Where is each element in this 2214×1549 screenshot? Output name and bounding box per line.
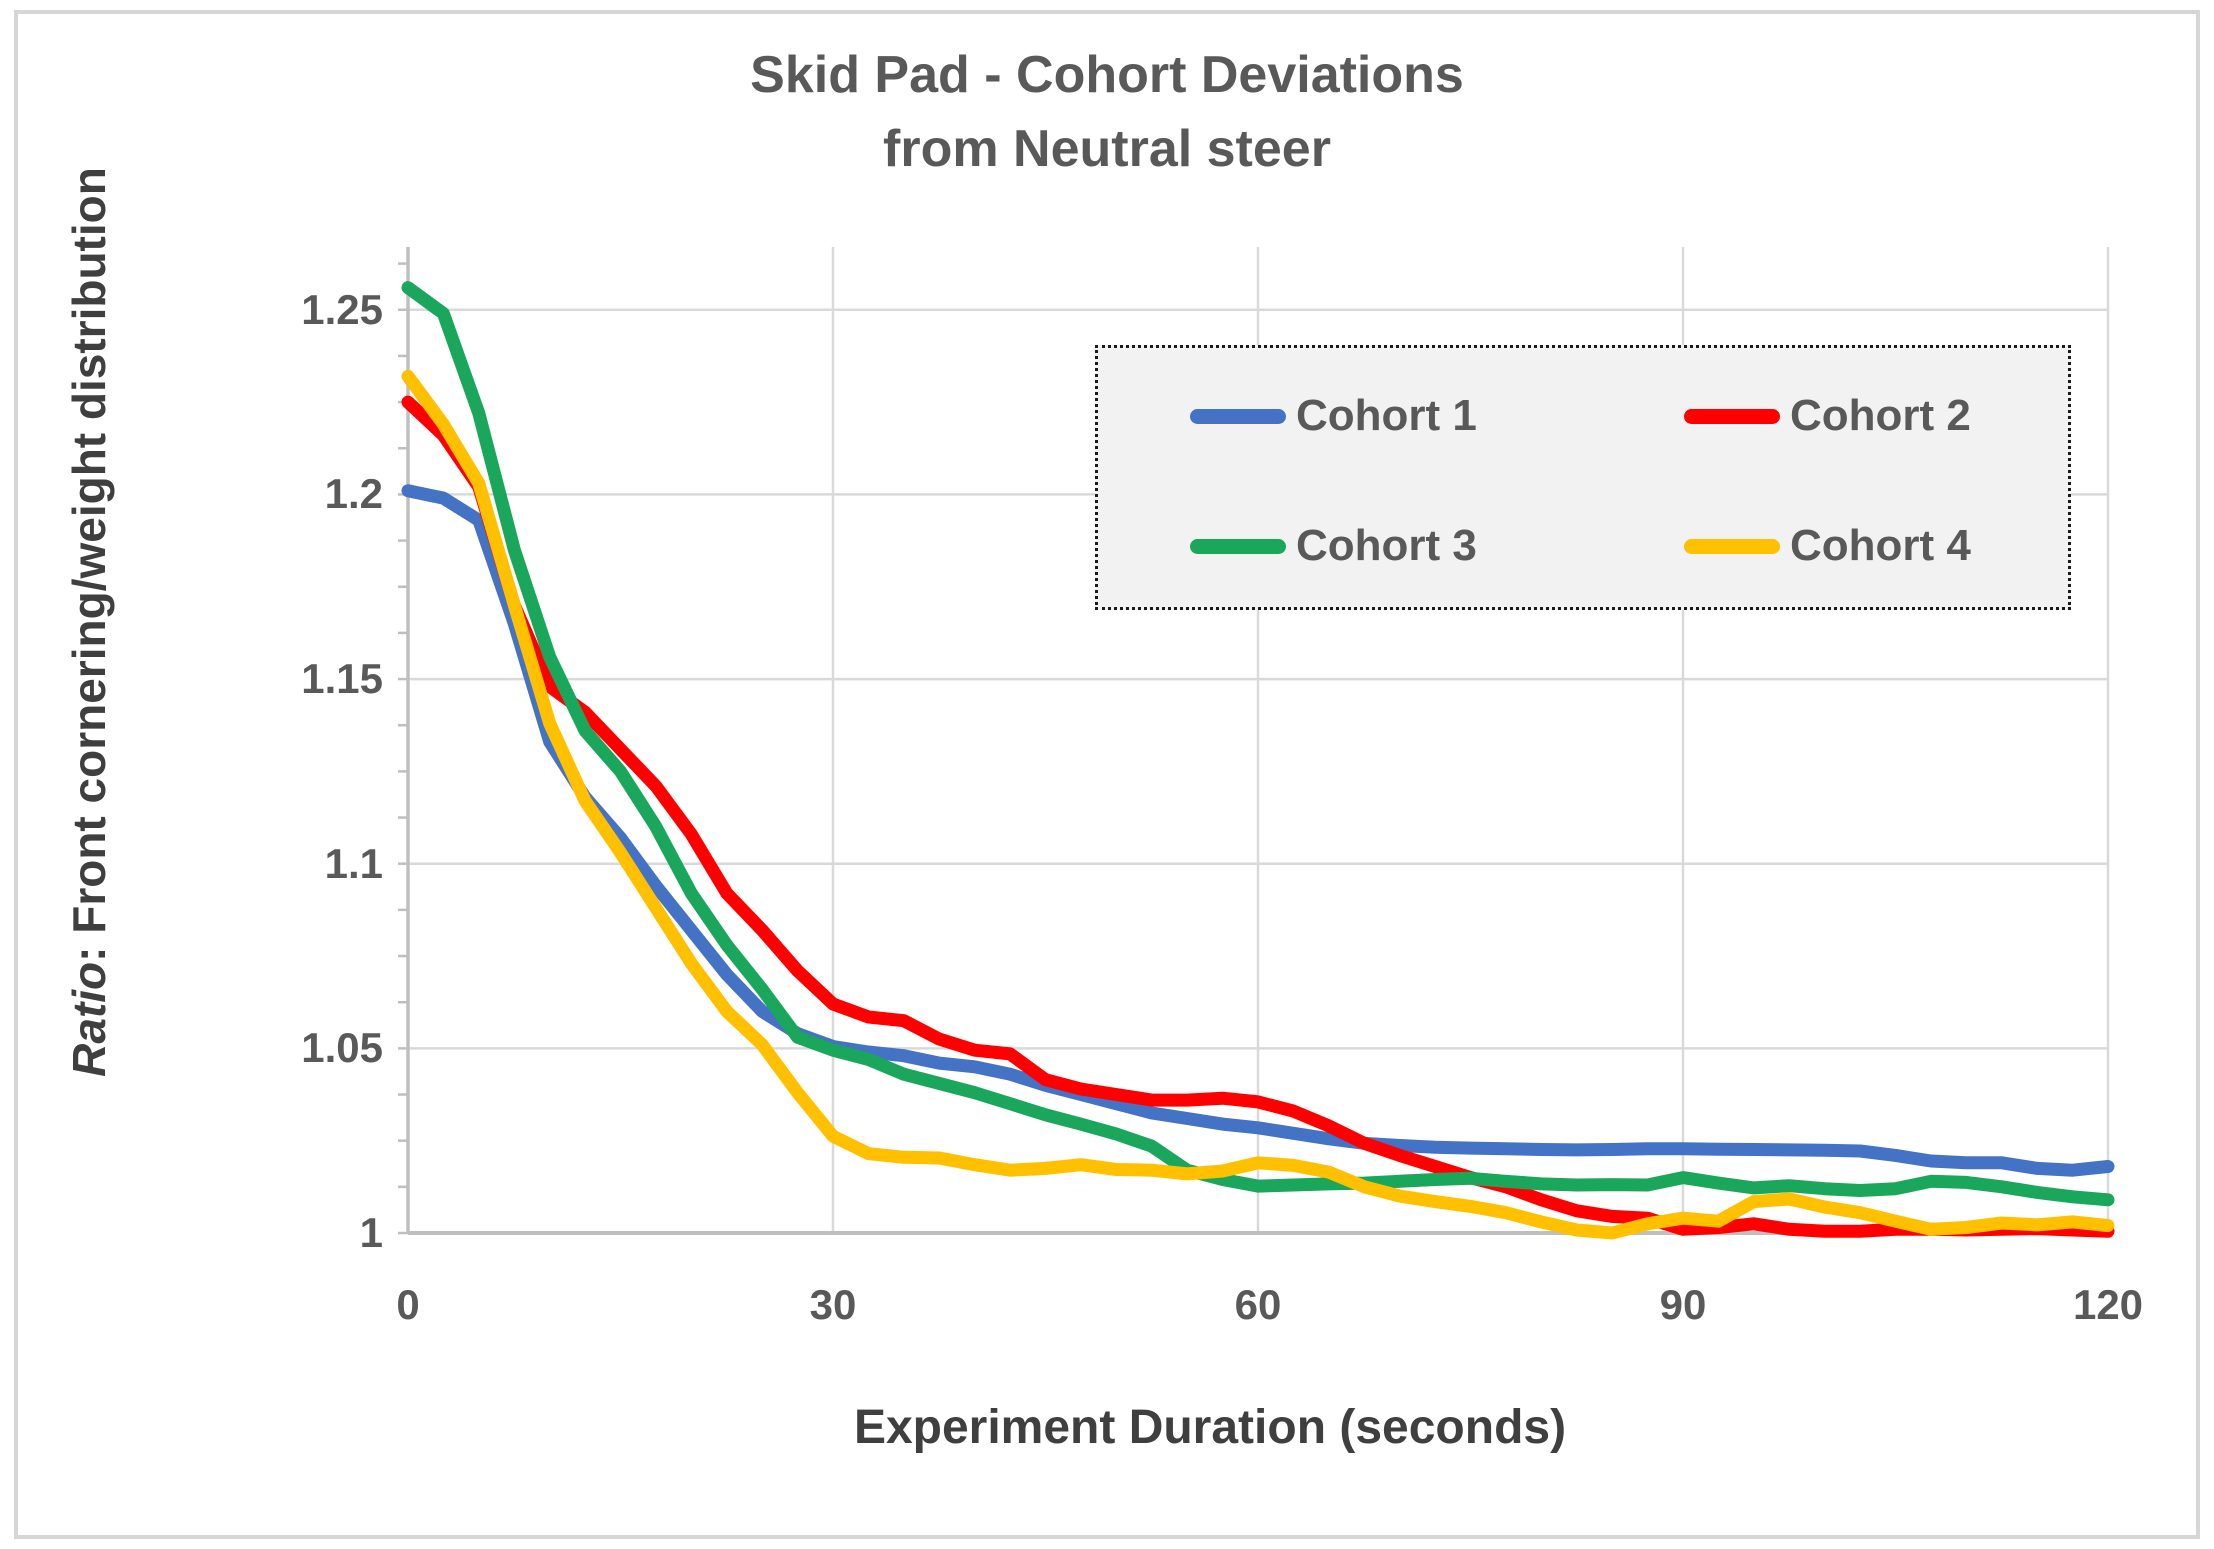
legend-item-cohort-4[interactable]: Cohort 4 [1684, 516, 1971, 576]
x-tick-label-0: 0 [396, 1281, 420, 1328]
x-axis-title: Experiment Duration (seconds) [853, 1401, 1567, 1454]
y-tick-label-1.25: 1.25 [301, 285, 383, 333]
chart-title-line2: from Neutral steer [883, 120, 1331, 178]
cohort-1-line[interactable] [401, 484, 2115, 1177]
cohort-4-line[interactable] [401, 369, 2115, 1240]
chart-outer-border [14, 10, 2200, 1539]
cohort-4-label: Cohort 4 [1790, 521, 1971, 570]
x-tick-label-90: 90 [1659, 1281, 1707, 1328]
legend-item-cohort-3[interactable]: Cohort 3 [1190, 516, 1477, 576]
cohort-3-swatch [1190, 538, 1286, 554]
legend-row-2: Cohort 3 Cohort 4 [1098, 516, 2068, 576]
x-tick-label-60: 60 [1234, 1281, 1282, 1328]
y-tick-label-1.15: 1.15 [301, 655, 383, 703]
y-axis-title-rest: : Front cornering/weight distribution [63, 167, 115, 962]
cohort-2-swatch [1684, 408, 1780, 424]
y-tick-label-1.2: 1.2 [324, 470, 383, 518]
cohort-1-swatch [1190, 408, 1286, 424]
legend-row-1: Cohort 1 Cohort 2 [1098, 386, 2068, 446]
legend-item-cohort-1[interactable]: Cohort 1 [1190, 386, 1477, 446]
legend[interactable]: Cohort 1 Cohort 2 Cohort 3 Cohort 4 [1095, 345, 2071, 610]
y-tick-label-1.05: 1.05 [301, 1024, 383, 1072]
y-axis-title: Ratio: Front cornering/weight distributi… [62, 142, 122, 1102]
cohort-4-swatch [1684, 538, 1780, 554]
cohort-3-label: Cohort 3 [1296, 521, 1477, 570]
cohort-2-line[interactable] [401, 395, 2115, 1238]
chart-title: Skid Pad - Cohort Deviations from Neutra… [0, 38, 2214, 186]
cohort-1-label: Cohort 1 [1296, 391, 1477, 440]
y-tick-label-1.1: 1.1 [324, 839, 383, 887]
cohort-3-line[interactable] [401, 281, 2115, 1207]
y-tick-label-1: 1 [359, 1209, 383, 1256]
x-tick-label-120: 120 [2072, 1281, 2144, 1328]
legend-item-cohort-2[interactable]: Cohort 2 [1684, 386, 1971, 446]
x-tick-label-30: 30 [809, 1281, 857, 1328]
chart-title-line1: Skid Pad - Cohort Deviations [750, 46, 1464, 104]
y-axis-title-ratio: Ratio [63, 961, 115, 1077]
cohort-2-label: Cohort 2 [1790, 391, 1971, 440]
